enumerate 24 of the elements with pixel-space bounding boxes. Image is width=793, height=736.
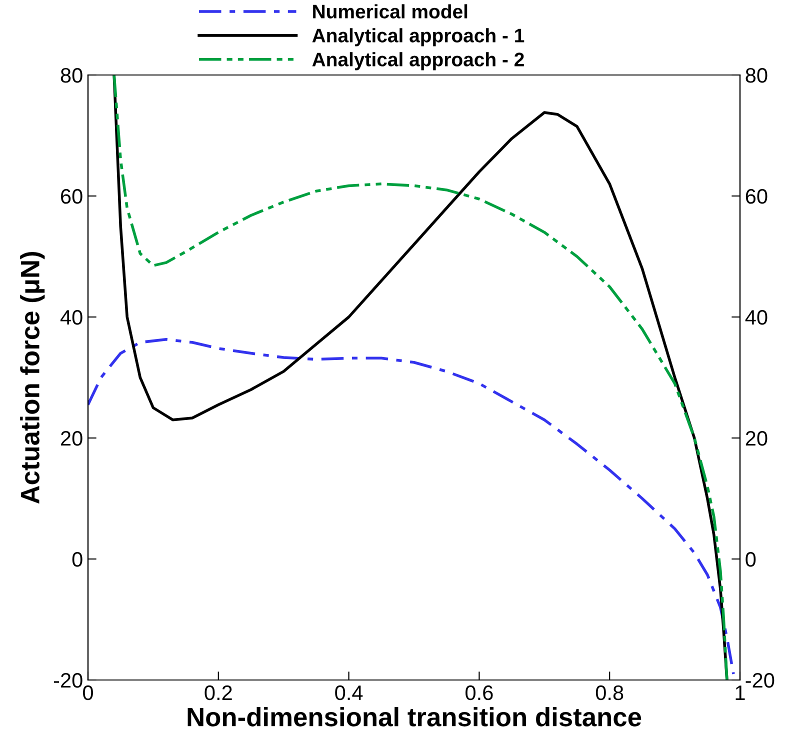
y-tick-label: 80 — [60, 68, 82, 83]
x-tick-label: 0.4 — [335, 685, 363, 700]
x-tick-label: 0.2 — [204, 685, 232, 700]
y2-tick-label: 40 — [745, 310, 768, 325]
legend-label: Analytical approach - 1 — [312, 28, 524, 46]
legend-label: Analytical approach - 2 — [312, 52, 524, 70]
y-tick-label: 0 — [72, 552, 82, 567]
y2-tick-label: 80 — [746, 68, 768, 83]
x-tick-label: 0 — [83, 685, 93, 700]
legend-label: Numerical model — [313, 4, 468, 18]
x-tick-label: 0.6 — [466, 685, 493, 700]
y2-tick-label: 20 — [746, 431, 768, 446]
y2-tick-label: -20 — [746, 673, 774, 688]
y-tick-label: -20 — [54, 673, 82, 688]
y-tick-label: 20 — [61, 431, 82, 446]
y2-tick-label: 60 — [746, 189, 768, 204]
x-tick-label: 0.8 — [596, 685, 624, 700]
x-tick-label: 1 — [736, 686, 745, 700]
y2-tick-label: 0 — [746, 552, 756, 567]
x-axis-title: Non-dimensional transition distance — [188, 707, 642, 726]
y-tick-label: 60 — [61, 189, 82, 204]
line-series — [88, 338, 735, 676]
y-axis-title: Actuation force (μN) — [20, 252, 45, 504]
y-tick-label: 40 — [60, 310, 82, 325]
